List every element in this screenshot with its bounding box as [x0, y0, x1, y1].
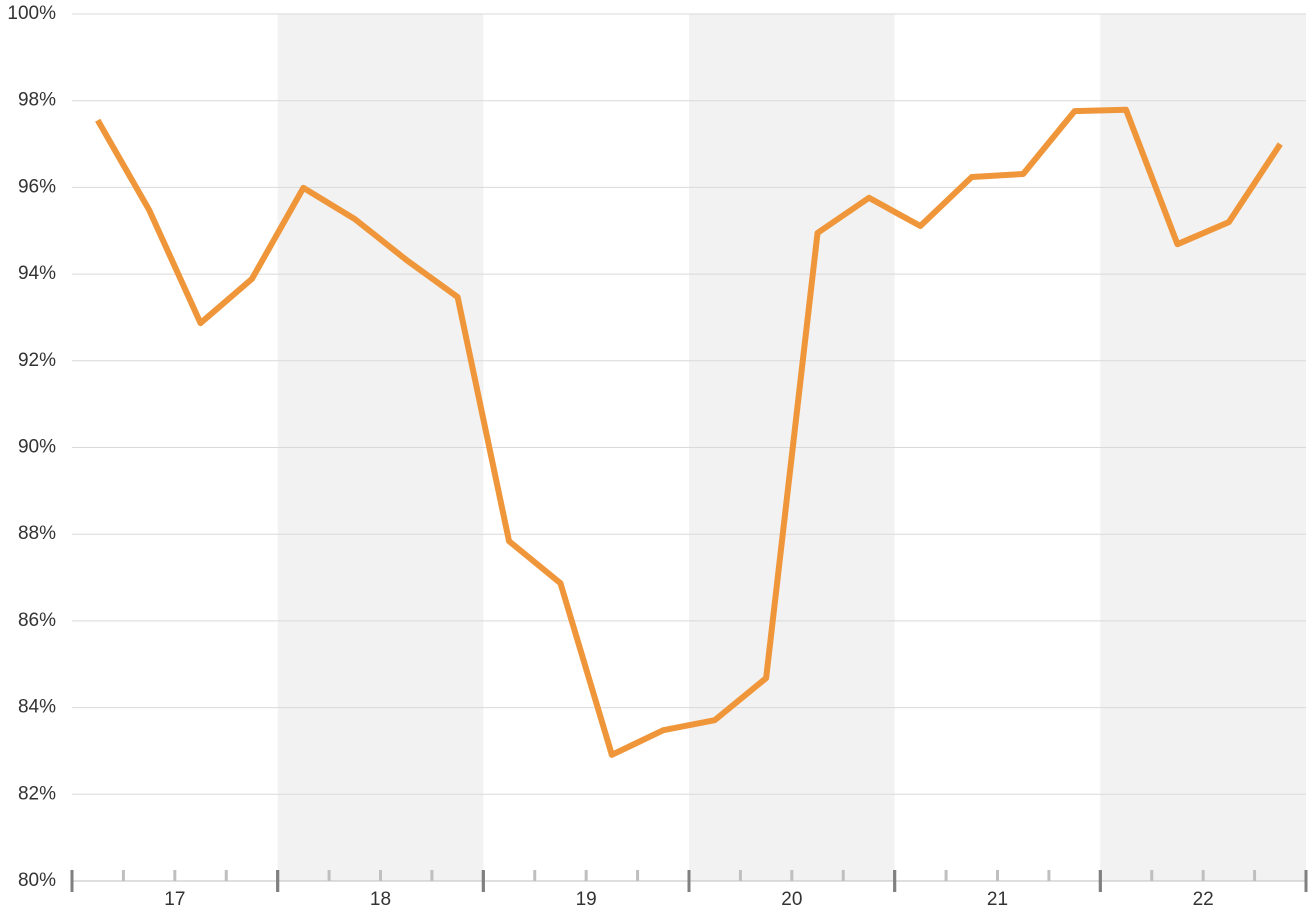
y-tick-label: 88% — [18, 523, 56, 544]
x-tick-label: 20 — [781, 889, 802, 910]
x-tick-label: 17 — [164, 889, 185, 910]
line — [95, 106, 1283, 758]
x-tick-label: 22 — [1193, 889, 1214, 910]
y-tick-label: 84% — [18, 697, 56, 718]
y-tick-label: 90% — [18, 437, 56, 458]
y-tick-label: 100% — [7, 3, 56, 24]
y-tick-label: 80% — [18, 870, 56, 891]
y-tick-label: 92% — [18, 350, 56, 371]
x-tick-label: 21 — [987, 889, 1008, 910]
x-tick-label: 19 — [576, 889, 597, 910]
y-tick-label: 98% — [18, 90, 56, 111]
y-tick-label: 86% — [18, 610, 56, 631]
y-tick-label: 82% — [18, 783, 56, 804]
y-tick-label: 96% — [18, 176, 56, 197]
y-tick-label: 94% — [18, 263, 56, 284]
x-tick-label: 18 — [370, 889, 391, 910]
